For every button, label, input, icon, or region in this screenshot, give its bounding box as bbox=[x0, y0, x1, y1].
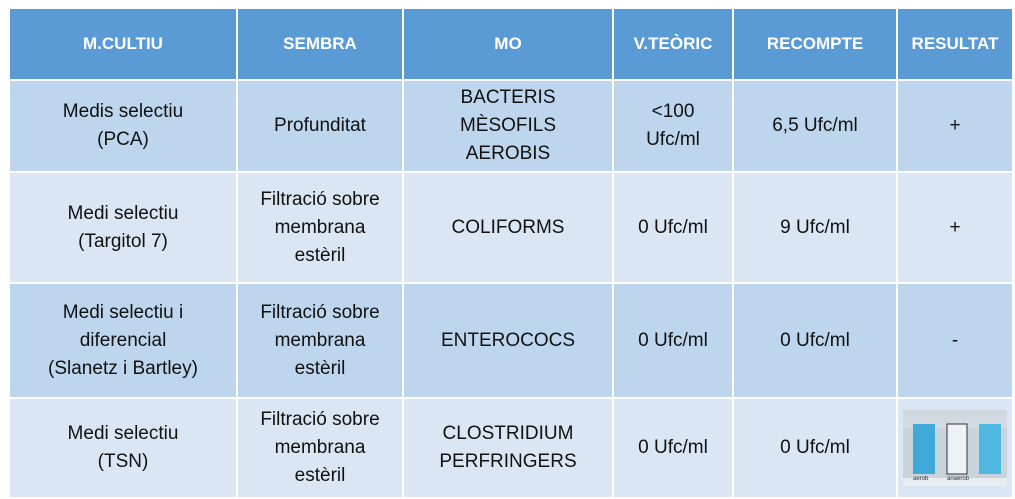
cell-line: diferencial bbox=[79, 329, 167, 351]
cell-line: Medi selectiu bbox=[67, 202, 179, 224]
table-cell: Filtració sobre membrana estèril bbox=[236, 171, 404, 284]
cell-line: (Targitol 7) bbox=[78, 230, 168, 252]
table-cell: CLOSTRIDIUM PERFRINGERS bbox=[402, 397, 614, 499]
cell-line: 0 Ufc/ml bbox=[780, 329, 850, 351]
tube-anaerob bbox=[946, 423, 968, 475]
header-cell: M.CULTIU bbox=[8, 7, 238, 81]
result-photo: aerob anaerob bbox=[903, 410, 1007, 486]
table-cell: + bbox=[896, 171, 1014, 284]
cell-line: COLIFORMS bbox=[451, 216, 565, 238]
cell-line: MÈSOFILS bbox=[459, 115, 557, 136]
table-cell: 0 Ufc/ml bbox=[732, 397, 898, 499]
cell-line: + bbox=[949, 216, 961, 238]
cell-line: membrana bbox=[274, 216, 366, 238]
table-row: Medi selectiu (Targitol 7) Filtració sobre… bbox=[8, 171, 1014, 284]
cell-line: membrana bbox=[274, 329, 366, 351]
cell-line: estèril bbox=[294, 244, 346, 266]
table-cell: Medi selectiu (TSN) bbox=[8, 397, 238, 499]
cell-line: (TSN) bbox=[97, 451, 149, 472]
table-cell: 0 Ufc/ml bbox=[612, 282, 734, 399]
cell-line: 0 Ufc/ml bbox=[780, 437, 850, 458]
cell-line: estèril bbox=[294, 357, 346, 379]
table-cell: - bbox=[896, 282, 1014, 399]
header-cell: V.TEÒRIC bbox=[612, 7, 734, 81]
cell-line: BACTERIS bbox=[460, 87, 556, 108]
cell-line: <100 bbox=[651, 101, 695, 122]
table-cell: BACTERIS MÈSOFILS AEROBIS bbox=[402, 79, 614, 173]
cell-line: Filtració sobre bbox=[260, 409, 380, 430]
cell-line: membrana bbox=[274, 437, 366, 458]
header-row: M.CULTIU SEMBRA MO V.TEÒRIC RECOMPTE RESULTAT bbox=[8, 7, 1014, 81]
cell-line: PERFRINGERS bbox=[439, 451, 577, 472]
photo-label: aerob bbox=[913, 476, 929, 482]
cell-line: 0 Ufc/ml bbox=[638, 329, 708, 351]
cell-line: AEROBIS bbox=[465, 143, 551, 164]
cell-line: + bbox=[949, 115, 961, 136]
cell-line: CLOSTRIDIUM bbox=[442, 423, 574, 444]
table-cell: Medi selectiu (Targitol 7) bbox=[8, 171, 238, 284]
table-cell: + bbox=[896, 79, 1014, 173]
table-cell: ENTEROCOCS bbox=[402, 282, 614, 399]
table-cell: COLIFORMS bbox=[402, 171, 614, 284]
cell-line: Filtració sobre bbox=[260, 301, 380, 323]
table-cell: aerob anaerob bbox=[896, 397, 1014, 499]
cell-line: Medi selectiu bbox=[67, 423, 179, 444]
table-cell: 6,5 Ufc/ml bbox=[732, 79, 898, 173]
table-row: Medis selectiu (PCA) Profunditat BACTERIS MÈ… bbox=[8, 79, 1014, 173]
cell-line: 0 Ufc/ml bbox=[638, 437, 708, 458]
cell-line: Profunditat bbox=[274, 115, 366, 136]
cell-line: Medis selectiu bbox=[62, 101, 184, 122]
table-cell: 0 Ufc/ml bbox=[612, 397, 734, 499]
table-cell: 9 Ufc/ml bbox=[732, 171, 898, 284]
cell-line: 0 Ufc/ml bbox=[638, 216, 708, 238]
table-cell: Medi selectiu i diferencial (Slanetz i Bar… bbox=[8, 282, 238, 399]
results-table: M.CULTIU SEMBRA MO V.TEÒRIC RECOMPTE RESULTAT… bbox=[8, 7, 1014, 499]
cell-line: ENTEROCOCS bbox=[440, 329, 576, 351]
tube-third bbox=[979, 424, 1001, 474]
table-cell: Medis selectiu (PCA) bbox=[8, 79, 238, 173]
cell-line: (Slanetz i Bartley) bbox=[48, 357, 198, 379]
header-cell: MO bbox=[402, 7, 614, 81]
header-cell: SEMBRA bbox=[236, 7, 404, 81]
table-cell: Profunditat bbox=[236, 79, 404, 173]
table-row: Medi selectiu (TSN) Filtració sobre membran… bbox=[8, 397, 1014, 499]
tube-aerob bbox=[913, 424, 935, 474]
cell-line: estèril bbox=[294, 465, 346, 486]
photo-label: anaerob bbox=[947, 476, 970, 482]
cell-line: 9 Ufc/ml bbox=[780, 216, 850, 238]
table-cell: Filtració sobre membrana estèril bbox=[236, 282, 404, 399]
table-cell: 0 Ufc/ml bbox=[612, 171, 734, 284]
table-cell: 0 Ufc/ml bbox=[732, 282, 898, 399]
cell-line: (PCA) bbox=[97, 129, 149, 150]
table-row: Medi selectiu i diferencial (Slanetz i Bar… bbox=[8, 282, 1014, 399]
header-cell: RECOMPTE bbox=[732, 7, 898, 81]
cell-line: Filtració sobre bbox=[260, 188, 380, 210]
cell-line: Ufc/ml bbox=[646, 129, 700, 150]
cell-line: 6,5 Ufc/ml bbox=[772, 115, 858, 136]
table-cell: Filtració sobre membrana estèril bbox=[236, 397, 404, 499]
header-cell: RESULTAT bbox=[896, 7, 1014, 81]
cell-line: - bbox=[951, 329, 959, 351]
cell-line: Medi selectiu i bbox=[62, 301, 184, 323]
table-cell: <100 Ufc/ml bbox=[612, 79, 734, 173]
tube-illustration bbox=[903, 423, 1007, 478]
table-body: Medis selectiu (PCA) Profunditat BACTERIS MÈ… bbox=[8, 79, 1014, 499]
